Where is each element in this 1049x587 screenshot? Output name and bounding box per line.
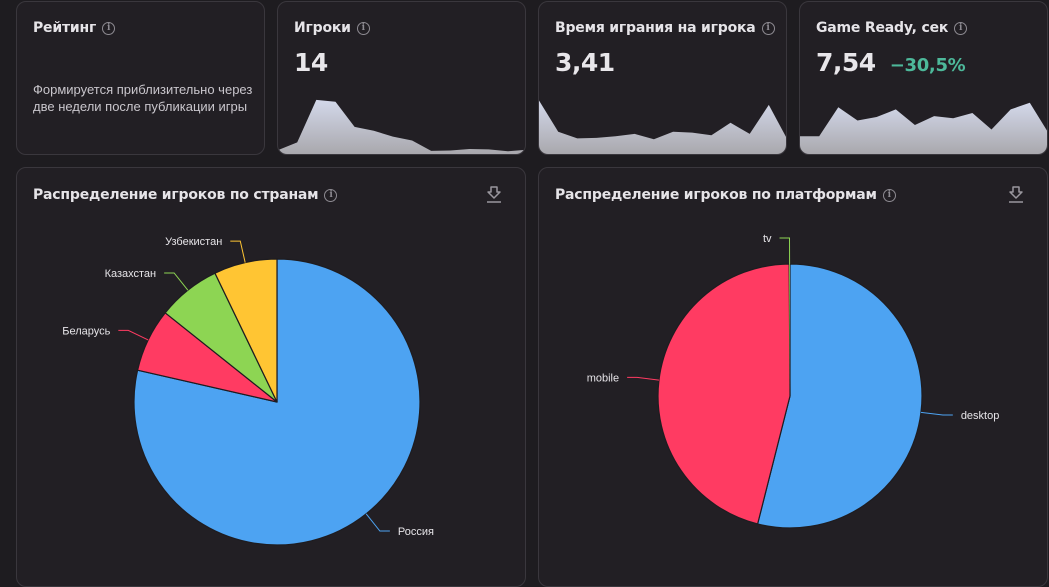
pie-label-text: mobile: [587, 372, 619, 384]
pie-label-text: tv: [763, 233, 772, 245]
info-icon[interactable]: i: [761, 21, 775, 35]
pie-label-Беларусь: Беларусь: [62, 325, 149, 341]
leader-line: [779, 237, 791, 265]
game-ready-title: Game Ready, сек i: [816, 20, 968, 36]
players-title-text: Игроки: [294, 20, 351, 36]
pie-label-text: Россия: [398, 526, 434, 538]
leader-line: [230, 240, 246, 263]
info-icon[interactable]: i: [324, 188, 338, 202]
game-ready-value-row: 7,54 −30,5%: [816, 48, 966, 77]
pie-label-desktop: desktop: [920, 410, 1000, 422]
leader-line: [164, 272, 189, 291]
leader-line: [365, 513, 390, 532]
info-icon[interactable]: i: [102, 21, 116, 35]
sparkline-area: [278, 99, 525, 154]
game-ready-card: Game Ready, сек i 7,54 −30,5%: [799, 1, 1048, 155]
pie-slice-desktop[interactable]: [757, 263, 923, 529]
info-icon[interactable]: i: [356, 21, 370, 35]
pie-label-Казахстан: Казахстан: [105, 268, 189, 291]
platforms-title-text: Распределение игроков по платформам: [555, 187, 877, 203]
game-ready-title-text: Game Ready, сек: [816, 20, 949, 36]
pie-label-tv: tv: [763, 233, 791, 265]
game-ready-delta: −30,5%: [889, 55, 966, 76]
info-icon[interactable]: i: [954, 21, 968, 35]
download-icon[interactable]: [485, 184, 503, 204]
countries-title-text: Распределение игроков по странам: [33, 187, 319, 203]
rating-note: Формируется приблизительно через две нед…: [33, 82, 253, 114]
leader-line: [118, 329, 149, 341]
download-icon[interactable]: [1007, 184, 1025, 204]
game-ready-value: 7,54: [816, 48, 876, 77]
countries-title: Распределение игроков по странам i: [33, 187, 338, 203]
countries-pie-chart: Россия Беларусь Казахстан Узбекистан: [62, 236, 434, 546]
pie-label-Россия: Россия: [365, 513, 434, 538]
pie-slice-Узбекистан[interactable]: [214, 258, 278, 403]
pie-label-text: Узбекистан: [165, 236, 222, 248]
playtime-title: Время играния на игрока i: [555, 20, 775, 36]
game-ready-sparkline: [800, 102, 1047, 154]
leader-line: [920, 411, 953, 416]
playtime-sparkline: [539, 100, 786, 154]
pie-label-text: Беларусь: [62, 325, 110, 337]
platforms-panel: Распределение игроков по платформам i de…: [538, 167, 1048, 587]
pie-label-Узбекистан: Узбекистан: [165, 236, 246, 263]
rating-card: Рейтинг i Формируется приблизительно чер…: [16, 1, 265, 155]
players-title: Игроки i: [294, 20, 370, 36]
rating-title: Рейтинг i: [33, 20, 116, 36]
pie-label-mobile: mobile: [587, 372, 660, 384]
sparkline-area: [539, 100, 786, 154]
players-sparkline: [278, 99, 525, 154]
platforms-pie-chart: desktop mobile tv: [587, 233, 1000, 529]
players-value: 14: [294, 48, 328, 77]
playtime-title-text: Время играния на игрока: [555, 20, 756, 36]
leader-line: [627, 376, 660, 381]
pie-label-text: desktop: [961, 410, 1000, 422]
pie-label-text: Казахстан: [105, 268, 157, 280]
countries-panel: Распределение игроков по странам i Росси…: [16, 167, 526, 587]
pie-slice-Россия[interactable]: [133, 258, 421, 546]
players-card: Игроки i 14: [277, 1, 526, 155]
playtime-value: 3,41: [555, 48, 615, 77]
info-icon[interactable]: i: [882, 188, 896, 202]
rating-title-text: Рейтинг: [33, 20, 97, 36]
platforms-title: Распределение игроков по платформам i: [555, 187, 896, 203]
playtime-card: Время играния на игрока i 3,41: [538, 1, 787, 155]
sparkline-area: [800, 102, 1047, 154]
